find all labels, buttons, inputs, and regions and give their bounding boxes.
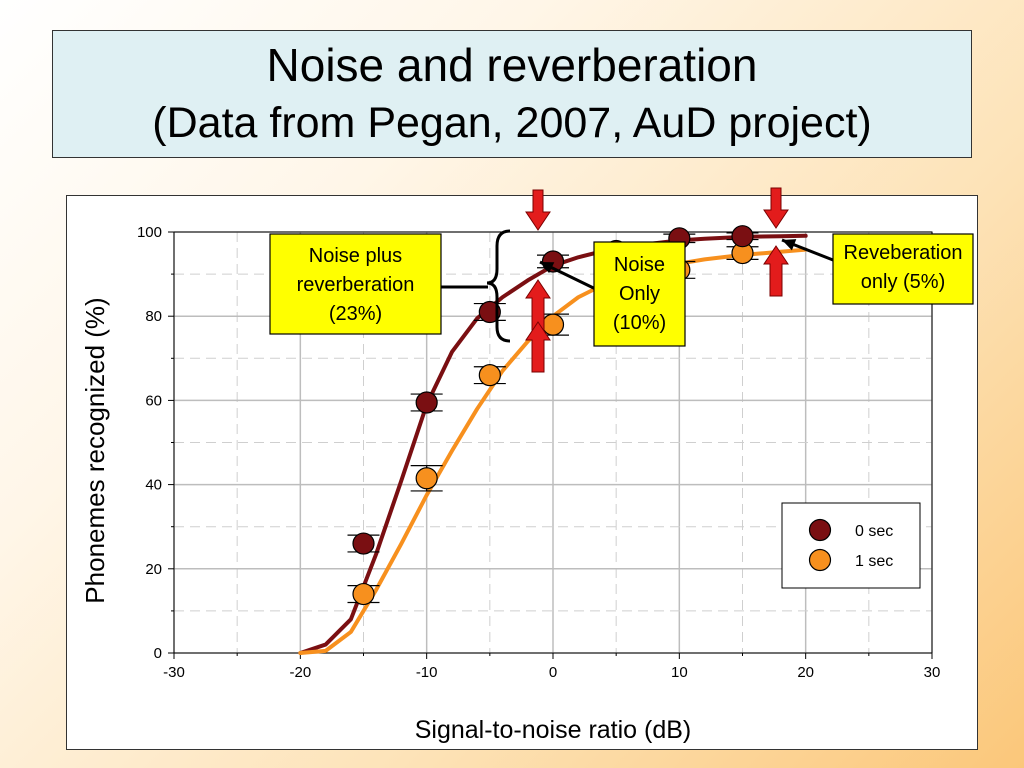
x-tick-label: -30: [163, 664, 185, 681]
annotation-text: (10%): [613, 312, 666, 334]
annotation-text: Only: [619, 283, 660, 305]
annotation-text: only (5%): [861, 271, 945, 293]
data-point-series-1: [352, 582, 375, 606]
y-tick-label: 100: [137, 224, 162, 241]
legend-marker: [808, 548, 832, 572]
annotation-box: [832, 233, 974, 305]
red-arrow-up-noise-2: [525, 321, 551, 373]
slide-subtitle: (Data from Pegan, 2007, AuD project): [152, 99, 872, 147]
annotation-box: [269, 233, 442, 335]
legend-label: 1 sec: [855, 553, 893, 570]
data-point-series-0: [415, 391, 438, 414]
annotation-box: [593, 241, 686, 347]
x-tick-label: -20: [289, 664, 311, 681]
legend: 0 sec 1 sec: [781, 502, 921, 589]
y-tick-label: 60: [145, 392, 162, 409]
pointer-arrow-reverb-head: [782, 239, 797, 251]
annotation-reverb-only: Reveberation only (5%): [832, 233, 974, 305]
annotation-text: (23%): [329, 303, 382, 325]
y-tick-label: 20: [145, 561, 162, 578]
data-point-series-1: [541, 313, 565, 336]
y-tick-label: 0: [154, 645, 162, 662]
slide-title: Noise and reverberation: [266, 39, 758, 91]
red-arrow-down-noise: [525, 189, 551, 231]
annotation-noise-only: Noise Only (10%): [593, 241, 686, 347]
y-axis-label: Phonemes recognized (%): [80, 297, 110, 603]
legend-label: 0 sec: [855, 523, 893, 540]
pointer-arrow-noise-head: [540, 262, 555, 274]
annotation-text: Noise plus: [309, 245, 402, 267]
red-arrow-up-reverb: [763, 245, 789, 297]
x-tick-label: 30: [924, 664, 941, 681]
legend-box: [781, 502, 921, 589]
data-point-series-0: [478, 300, 501, 324]
x-tick-label: 10: [671, 664, 688, 681]
data-point-series-1: [415, 467, 438, 490]
annotation-text: Reveberation: [844, 242, 963, 264]
legend-marker: [808, 518, 832, 542]
y-tick-label: 80: [145, 308, 162, 325]
x-axis-label: Signal-to-noise ratio (dB): [415, 716, 692, 744]
annotation-noise-plus-reverb: Noise plus reverberation (23%): [269, 233, 442, 335]
x-tick-label: 0: [549, 664, 557, 681]
annotation-text: reverberation: [297, 274, 415, 296]
data-point-series-0: [731, 225, 754, 248]
x-tick-label: -10: [416, 664, 438, 681]
annotation-text: Noise: [614, 254, 665, 276]
curly-brace: [486, 229, 511, 343]
red-arrow-down-reverb: [763, 187, 789, 229]
title-box: Noise and reverberation (Data from Pegan…: [52, 30, 972, 158]
data-point-series-0: [352, 532, 375, 555]
data-point-series-1: [478, 364, 501, 387]
y-tick-label: 40: [145, 477, 162, 494]
x-tick-label: 20: [797, 664, 814, 681]
